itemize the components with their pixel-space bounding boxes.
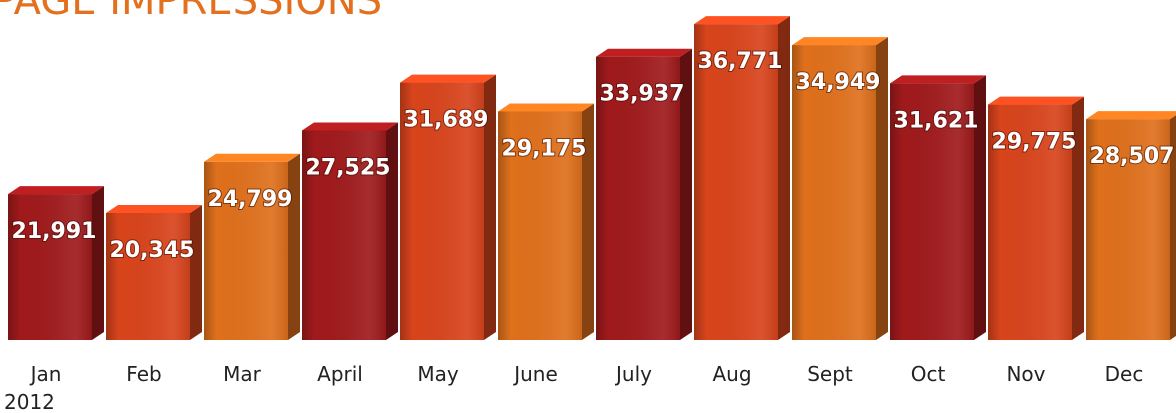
bar-shade <box>400 82 484 341</box>
x-tick-label: May <box>417 362 459 386</box>
bar-shade <box>988 104 1072 340</box>
bar-side <box>876 37 888 341</box>
bar-top <box>890 75 986 84</box>
chart-title: PAGE IMPRESSIONS <box>0 0 382 24</box>
value-label: 29,775 <box>992 130 1077 155</box>
bar-shade <box>204 161 288 340</box>
bar-shade <box>890 83 974 341</box>
bar-shade <box>106 213 190 340</box>
value-label: 31,689 <box>404 108 489 133</box>
value-label: 27,525 <box>306 155 391 180</box>
bar-shade <box>8 194 92 340</box>
x-tick-label: Nov <box>1006 362 1045 386</box>
value-label: 33,937 <box>600 82 685 107</box>
value-label: 20,345 <box>110 238 195 263</box>
bar-side <box>386 122 398 341</box>
bar-shade <box>694 24 778 341</box>
x-tick-label: Aug <box>712 362 751 386</box>
x-tick-label: Oct <box>911 362 946 386</box>
x-tick-label: Dec <box>1105 362 1144 386</box>
bar-side <box>680 48 692 341</box>
bar-side <box>484 74 496 341</box>
x-year-label: 2012 <box>4 390 55 413</box>
value-label: 36,771 <box>698 49 783 74</box>
bar-side <box>778 16 790 341</box>
x-tick-label: Sept <box>807 362 853 386</box>
value-label: 28,507 <box>1090 144 1175 169</box>
x-tick-label: June <box>512 362 558 386</box>
x-tick-label: April <box>317 362 363 386</box>
bar-top <box>792 37 888 46</box>
bar-top <box>204 153 300 162</box>
bar-shade <box>498 111 582 340</box>
value-label: 31,621 <box>894 108 979 133</box>
value-label: 21,991 <box>12 219 97 244</box>
x-tick-label: Feb <box>126 362 161 386</box>
bar-side <box>974 75 986 341</box>
bar-top <box>302 122 398 131</box>
x-tick-label: Mar <box>223 362 262 386</box>
bar-side <box>1072 96 1084 340</box>
bar-top <box>1086 111 1176 120</box>
bar-side <box>190 205 202 340</box>
bar-top <box>988 96 1084 105</box>
bar-shade <box>792 45 876 341</box>
value-label: 34,949 <box>796 70 881 95</box>
bar-shade <box>1086 119 1170 341</box>
bar-top <box>8 186 104 195</box>
bar-top <box>106 205 202 214</box>
value-label: 24,799 <box>208 187 293 212</box>
bar-side <box>1170 115 1176 340</box>
x-tick-label: Jan <box>29 362 62 386</box>
bar-top <box>400 74 496 83</box>
bar-shade <box>302 130 386 340</box>
bar-shade <box>596 56 680 341</box>
bar-side <box>92 186 104 340</box>
value-label: 29,175 <box>502 136 587 161</box>
bar-side <box>288 153 300 340</box>
bar-top <box>498 103 594 112</box>
bar-top <box>694 16 790 25</box>
bar-side <box>582 103 594 340</box>
bar-top <box>596 48 692 57</box>
x-tick-label: July <box>614 362 652 386</box>
